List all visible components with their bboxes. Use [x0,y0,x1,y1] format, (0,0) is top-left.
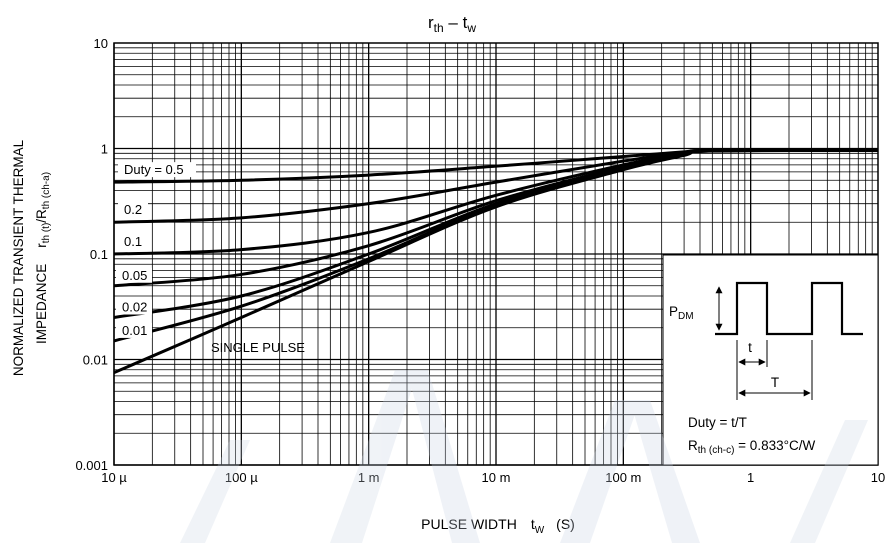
y-tick-label: 0.1 [90,247,108,262]
y-tick-label: 1 [101,142,108,157]
x-tick-label: 1 m [358,470,380,485]
series-label: SINGLE PULSE [211,340,305,355]
series-label: 0.05 [122,268,147,283]
y-tick-label: 0.01 [83,353,108,368]
inset-background [663,255,878,465]
x-tick-label: 10 m [482,470,511,485]
series-label: Duty = 0.5 [124,162,184,177]
T-label: T [771,375,779,390]
t-label: t [748,340,752,355]
y-axis-label-line2: IMPEDANCErth (t)/Rth (ch-a) [34,172,52,344]
inset-box: PDM t T Duty = t/T Rth (ch-c) = 0.833°C/… [663,255,878,465]
x-tick-label: 100 µ [225,470,258,485]
y-axis-label-line1: NORMALIZED TRANSIENT THERMAL [11,139,26,376]
series-label: 0.01 [122,323,147,338]
series-label: 0.02 [122,300,147,315]
y-tick-label: 10 [94,36,108,51]
x-tick-label: 10 [871,470,885,485]
series-label: 0.1 [124,234,142,249]
x-tick-label: 1 [747,470,754,485]
x-tick-label: 100 m [605,470,641,485]
x-axis-label: PULSE WIDTH tW (S) [421,516,575,536]
y-tick-label: 0.001 [75,458,108,473]
series-label: 0.2 [124,202,142,217]
duty-formula: Duty = t/T [688,415,747,430]
chart-title: rth – tw [428,13,476,35]
